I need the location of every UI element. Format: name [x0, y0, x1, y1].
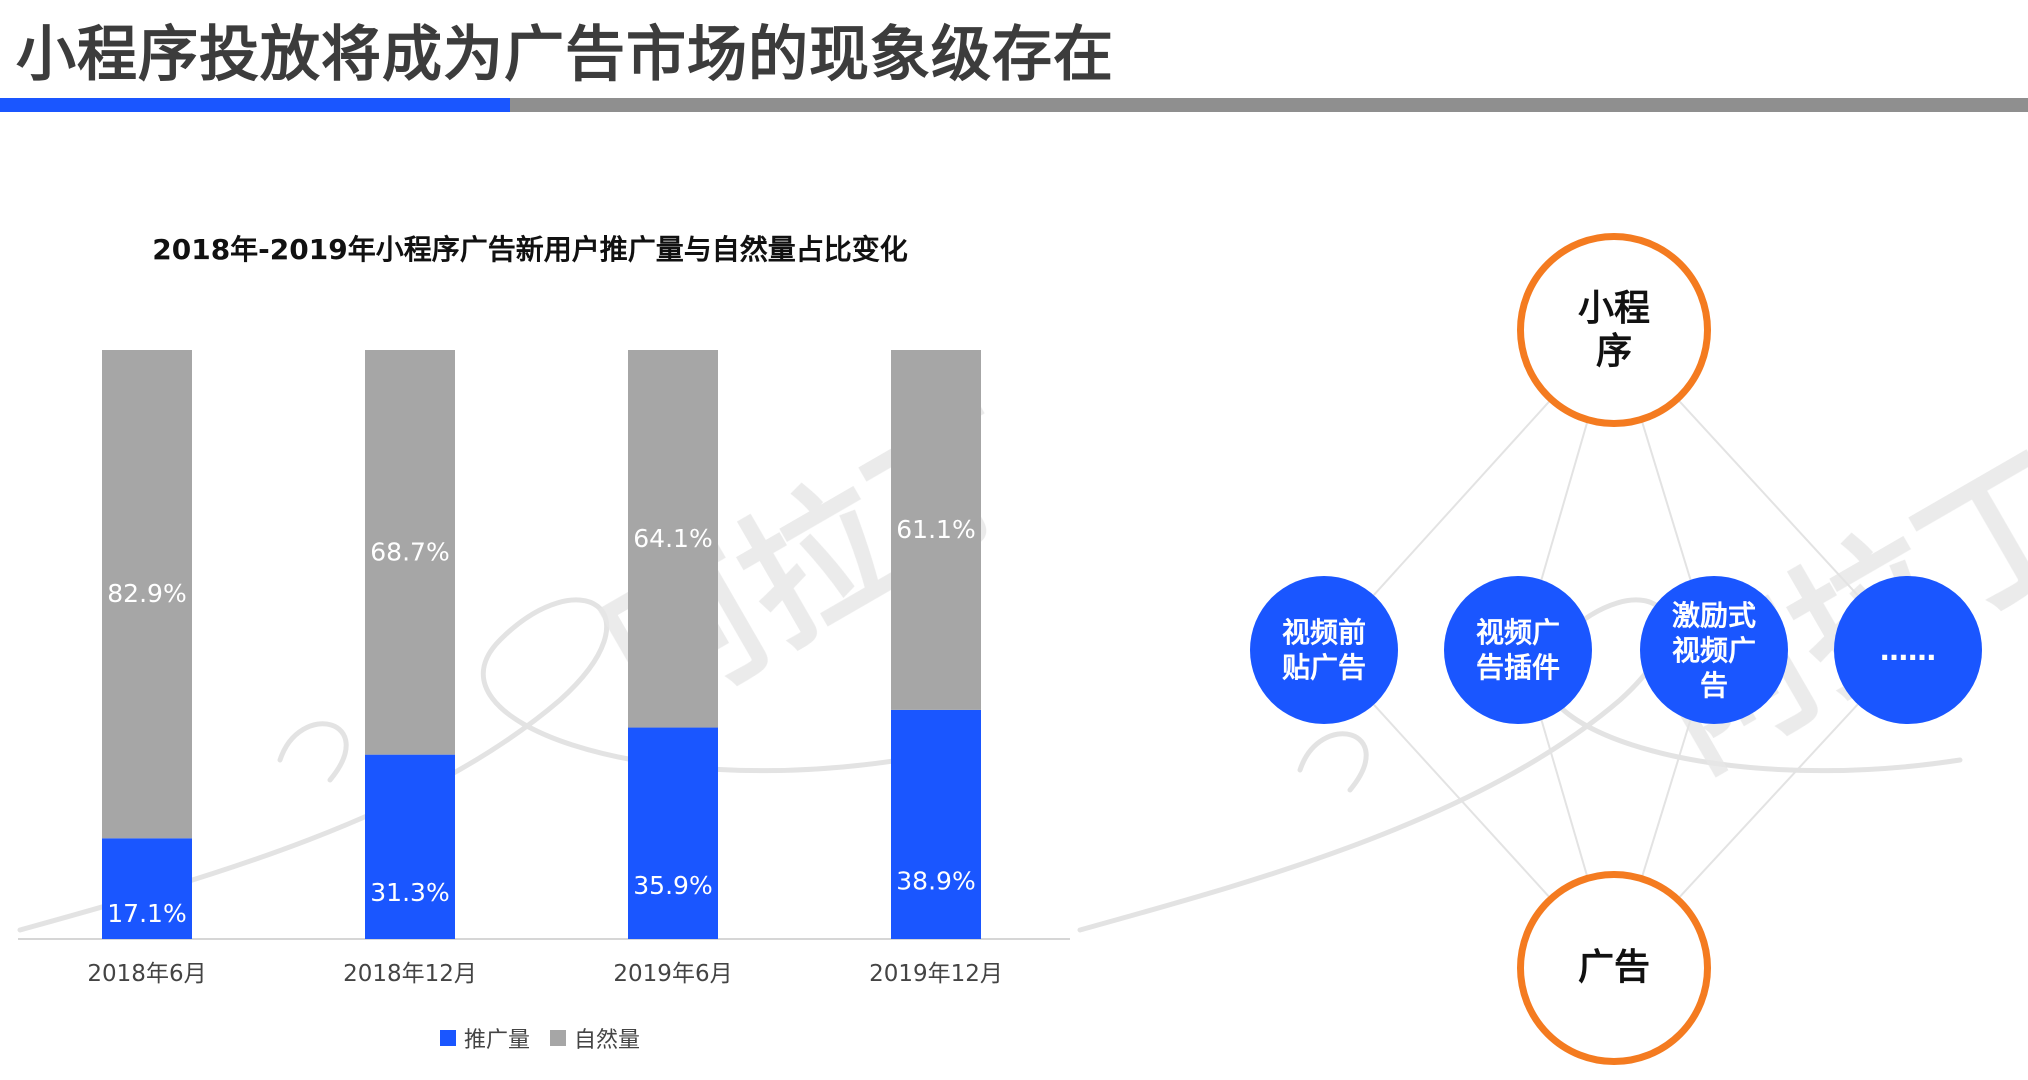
bar-natural-3: [628, 350, 718, 728]
node-pre-roll-line-1: 视频前: [1281, 616, 1366, 649]
legend-label-natural: 自然量: [574, 1028, 641, 1053]
data-label-natural-4: 61.1%: [896, 515, 975, 544]
title-underline-blue: [0, 98, 510, 112]
page-title: 小程序投放将成为广告市场的现象级存在: [16, 20, 1114, 90]
node-mini-program-line-1: 小程: [1577, 287, 1650, 329]
bar-promotion-4: [891, 709, 981, 939]
legend-item-natural: 自然量: [550, 1022, 640, 1054]
data-label-promotion-3: 35.9%: [633, 871, 712, 900]
x-tick-label-1: 2018年6月: [87, 961, 206, 987]
x-tick-label-2: 2018年12月: [343, 961, 477, 987]
node-rewarded-line-1: 激励式: [1671, 598, 1756, 632]
node-advertising-label: 广告: [1577, 947, 1650, 989]
data-label-natural-1: 82.9%: [107, 579, 186, 608]
stacked-bar-chart: 17.1% 82.9% 2018年6月 31.3% 68.7% 2018年12月 35.9%…: [18, 350, 1070, 987]
bar-natural-2: [365, 350, 455, 755]
data-label-promotion-1: 17.1%: [107, 899, 186, 928]
node-mini-program-line-2: 序: [1595, 331, 1632, 372]
data-label-natural-3: 64.1%: [633, 524, 712, 553]
node-more-label: ……: [1880, 633, 1936, 667]
node-advertising: 广告: [1517, 871, 1711, 1065]
data-label-promotion-4: 38.9%: [896, 867, 975, 896]
legend-item-promotion: 推广量: [440, 1022, 530, 1054]
bar-promotion-1: [102, 838, 192, 939]
x-tick-label-3: 2019年6月: [613, 961, 732, 987]
bar-promotion-3: [628, 727, 718, 939]
node-mini-program: 小程 序: [1517, 233, 1711, 427]
bar-natural-4: [891, 350, 981, 710]
bar-natural-1: [102, 350, 192, 839]
node-more: ……: [1834, 576, 1982, 724]
data-label-promotion-2: 31.3%: [370, 878, 449, 907]
node-rewarded-line-3: 告: [1699, 668, 1728, 702]
legend-swatch-natural: [550, 1030, 567, 1046]
legend-label-promotion: 推广量: [464, 1028, 531, 1053]
node-pre-roll-line-2: 贴广告: [1281, 651, 1366, 684]
node-plugin-line-2: 告插件: [1475, 651, 1560, 684]
node-video-ad-plugin: 视频广 告插件: [1444, 576, 1592, 724]
node-pre-roll-video-ad: 视频前 贴广告: [1250, 576, 1398, 724]
node-rewarded-line-2: 视频广: [1671, 633, 1756, 667]
x-tick-label-4: 2019年12月: [869, 961, 1003, 987]
bar-promotion-2: [365, 754, 455, 939]
node-rewarded-video-ad: 激励式 视频广 告: [1640, 576, 1788, 724]
chart-legend: 推广量 自然量: [440, 1022, 660, 1054]
node-plugin-line-1: 视频广: [1475, 616, 1560, 649]
chart-title: 2018年-2019年小程序广告新用户推广量与自然量占比变化: [152, 233, 908, 266]
data-label-natural-2: 68.7%: [370, 537, 449, 566]
legend-swatch-promotion: [440, 1030, 456, 1046]
